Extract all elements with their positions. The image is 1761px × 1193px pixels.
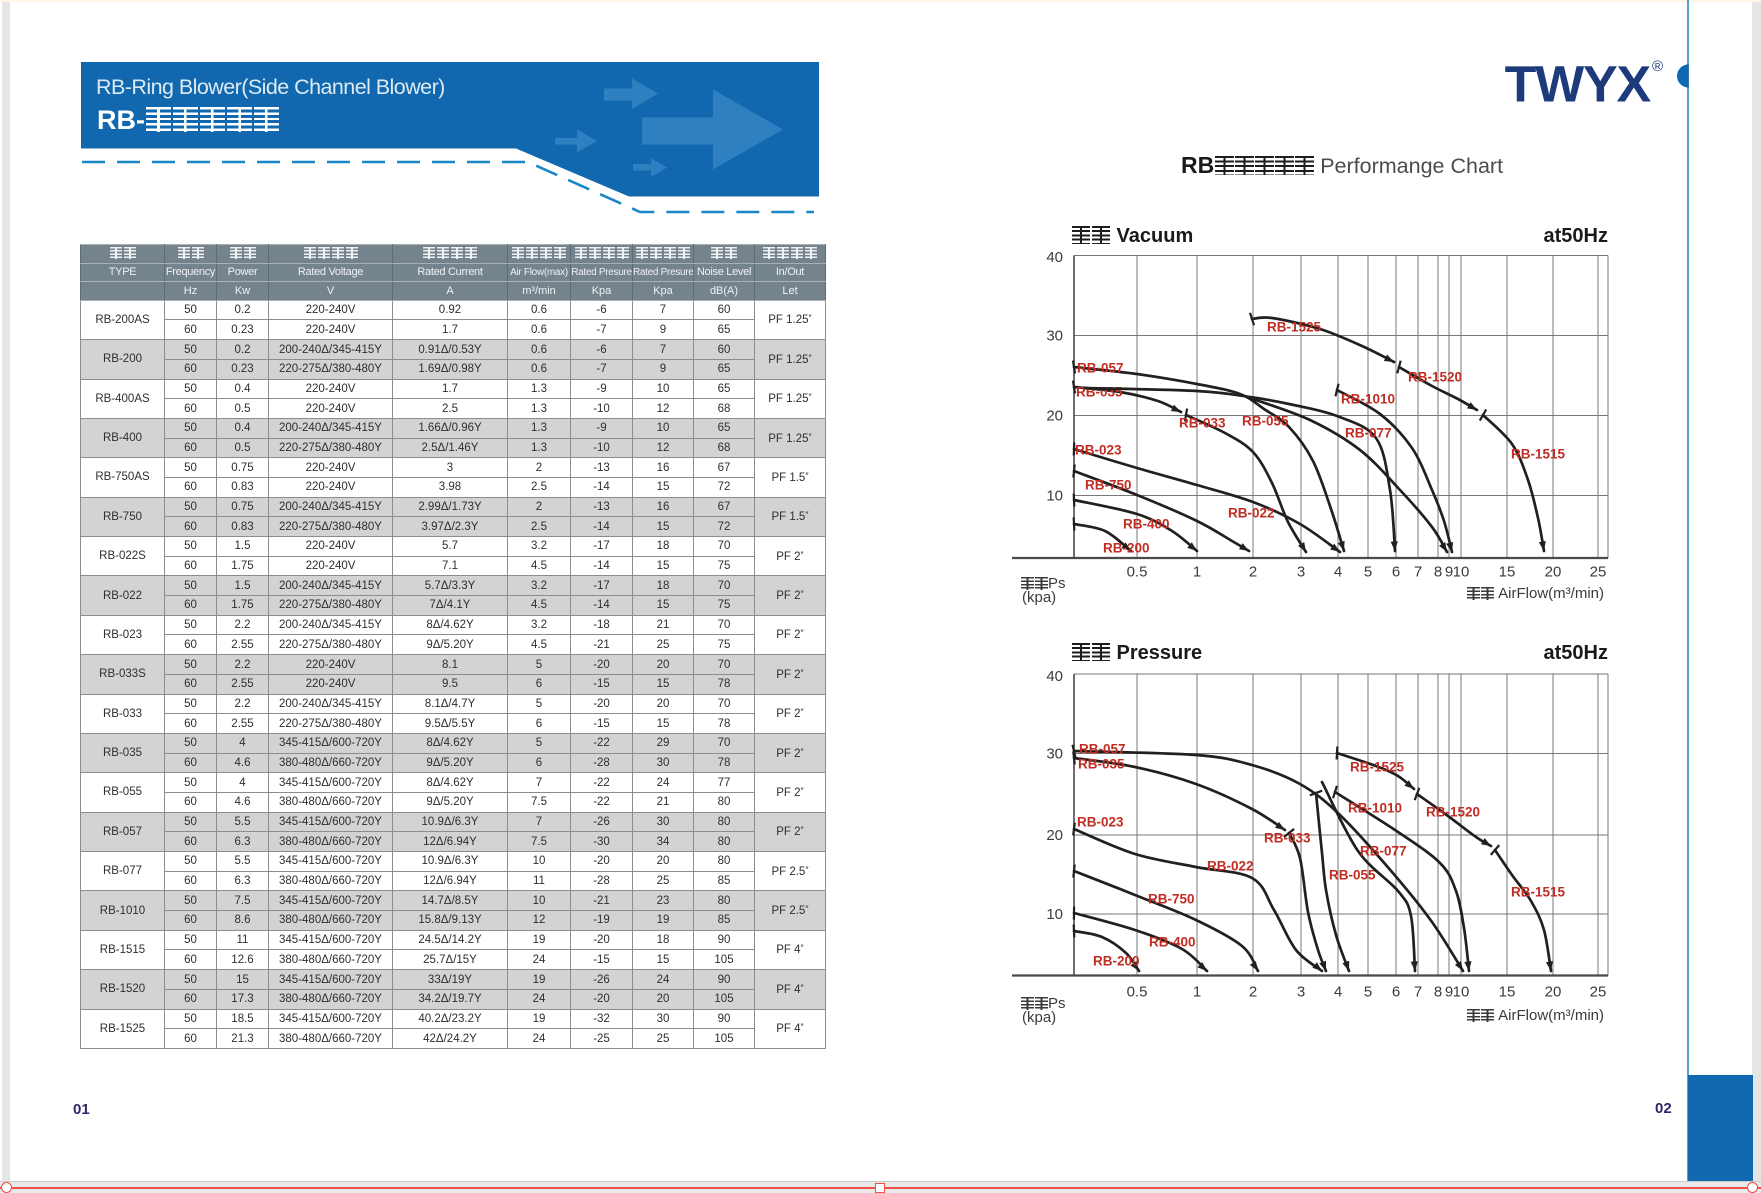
svg-text:5: 5 — [1364, 984, 1372, 1001]
svg-text:RB-1515: RB-1515 — [1511, 447, 1566, 462]
svg-text:RB-1525: RB-1525 — [1350, 760, 1405, 775]
svg-text:RB-035: RB-035 — [1076, 385, 1123, 400]
svg-text:RB-200: RB-200 — [1103, 541, 1150, 556]
svg-text:40: 40 — [1046, 668, 1063, 685]
svg-text:RB-1520: RB-1520 — [1408, 370, 1462, 385]
svg-text:RB-033: RB-033 — [1179, 416, 1226, 431]
svg-text:RB-400: RB-400 — [1149, 935, 1196, 950]
svg-text:RB-022: RB-022 — [1207, 859, 1254, 874]
svg-text:RB-1520: RB-1520 — [1426, 805, 1480, 820]
svg-text:10: 10 — [1046, 488, 1063, 505]
svg-text:10: 10 — [1453, 564, 1470, 581]
svg-text:3: 3 — [1297, 984, 1305, 1001]
svg-text:0.5: 0.5 — [1127, 984, 1148, 1001]
svg-text:RB-1515: RB-1515 — [1511, 885, 1566, 900]
svg-text:7: 7 — [1414, 564, 1422, 581]
svg-text:RB-055: RB-055 — [1242, 414, 1289, 429]
svg-text:RB-057: RB-057 — [1077, 361, 1124, 376]
svg-text:20: 20 — [1046, 827, 1063, 844]
svg-text:25: 25 — [1590, 564, 1607, 581]
svg-text:RB-057: RB-057 — [1079, 742, 1126, 757]
svg-text:10: 10 — [1046, 906, 1063, 923]
svg-text:15: 15 — [1499, 564, 1516, 581]
svg-text:RB-1525: RB-1525 — [1267, 320, 1322, 335]
svg-text:RB-055: RB-055 — [1329, 868, 1376, 883]
svg-text:25: 25 — [1590, 984, 1607, 1001]
svg-text:8: 8 — [1434, 984, 1442, 1001]
svg-text:9: 9 — [1445, 984, 1453, 1001]
svg-text:RB-750: RB-750 — [1148, 892, 1195, 907]
svg-text:3: 3 — [1297, 564, 1305, 581]
svg-text:4: 4 — [1334, 984, 1342, 1001]
svg-text:20: 20 — [1046, 408, 1063, 425]
svg-text:RB-035: RB-035 — [1078, 757, 1125, 772]
svg-text:RB-033: RB-033 — [1264, 831, 1311, 846]
svg-text:15: 15 — [1499, 984, 1516, 1001]
svg-text:30: 30 — [1046, 746, 1063, 763]
svg-text:RB-023: RB-023 — [1075, 443, 1122, 458]
svg-text:8: 8 — [1434, 564, 1442, 581]
svg-text:RB-077: RB-077 — [1345, 426, 1392, 441]
svg-text:1: 1 — [1193, 564, 1201, 581]
svg-text:RB-022: RB-022 — [1228, 506, 1275, 521]
svg-text:0.5: 0.5 — [1127, 564, 1148, 581]
svg-text:RB-750: RB-750 — [1085, 478, 1132, 493]
svg-text:2: 2 — [1249, 984, 1257, 1001]
svg-text:6: 6 — [1392, 564, 1400, 581]
svg-text:4: 4 — [1334, 564, 1342, 581]
svg-text:2: 2 — [1249, 564, 1257, 581]
svg-text:RB-1010: RB-1010 — [1348, 801, 1402, 816]
svg-text:20: 20 — [1545, 564, 1562, 581]
svg-text:5: 5 — [1364, 564, 1372, 581]
svg-text:RB-077: RB-077 — [1360, 844, 1407, 859]
svg-text:40: 40 — [1046, 249, 1063, 266]
svg-text:1: 1 — [1193, 984, 1201, 1001]
svg-text:6: 6 — [1392, 984, 1400, 1001]
svg-text:20: 20 — [1545, 984, 1562, 1001]
svg-text:10: 10 — [1453, 984, 1470, 1001]
svg-text:RB-1010: RB-1010 — [1341, 392, 1395, 407]
svg-text:30: 30 — [1046, 328, 1063, 345]
svg-text:RB-200: RB-200 — [1093, 954, 1140, 969]
svg-text:RB-400: RB-400 — [1123, 517, 1170, 532]
svg-text:RB-023: RB-023 — [1077, 815, 1124, 830]
svg-text:9: 9 — [1445, 564, 1453, 581]
svg-text:7: 7 — [1414, 984, 1422, 1001]
